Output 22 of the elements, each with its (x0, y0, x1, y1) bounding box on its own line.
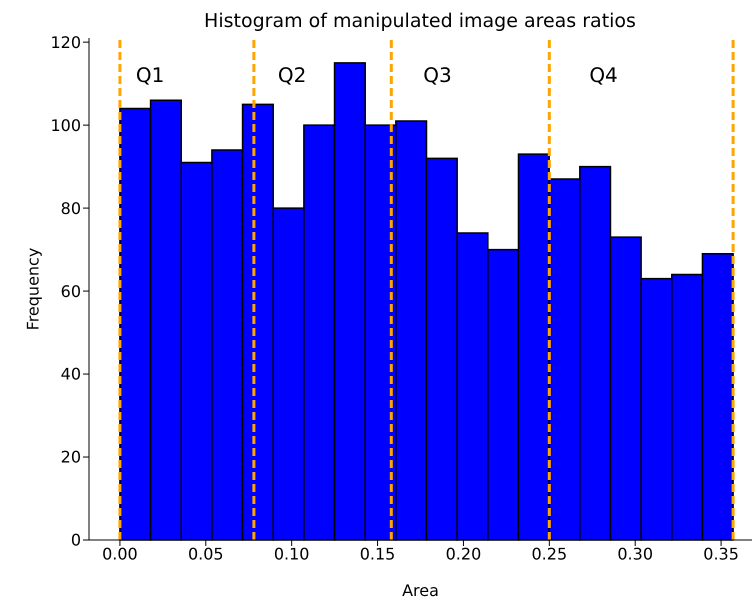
y-tick-label: 20 (60, 448, 81, 467)
x-tick-label: 0.25 (532, 544, 568, 564)
x-tick-label: 0.10 (274, 544, 310, 564)
y-tick-label: 120 (50, 32, 81, 52)
annotation: Q4 (589, 63, 618, 87)
y-tick-label: 100 (50, 116, 81, 135)
y-axis-title: Frequency (24, 248, 43, 330)
annotation: Q2 (278, 63, 306, 87)
x-axis-title: Area (402, 581, 439, 600)
y-tick-label: 40 (60, 364, 81, 384)
y-tick-label: 80 (60, 198, 81, 218)
y-tick-label: 0 (70, 530, 81, 550)
x-tick-label: 0.20 (446, 544, 482, 564)
x-tick-label: 0.35 (703, 544, 739, 564)
annotation: Q1 (136, 63, 164, 87)
chart-title: Histogram of manipulated image areas ratios (204, 10, 636, 32)
x-tick-label: 0.30 (617, 544, 654, 564)
x-tick-label: 0.05 (188, 544, 224, 564)
y-tick-label: 60 (60, 282, 81, 301)
x-tick-label: 0.00 (102, 544, 138, 564)
annotation: Q3 (423, 63, 452, 87)
x-tick-label: 0.15 (360, 544, 396, 564)
